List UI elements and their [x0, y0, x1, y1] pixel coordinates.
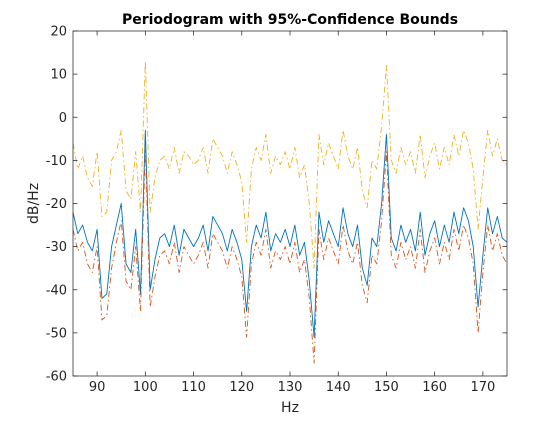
series-line-0	[73, 129, 507, 338]
x-tick-label: 170	[470, 380, 495, 395]
x-tick-label: 110	[181, 380, 206, 395]
y-tick-label: -10	[46, 154, 67, 169]
series-line-2	[73, 146, 507, 364]
y-tick-label: -60	[46, 370, 67, 385]
y-tick-label: -50	[46, 326, 67, 341]
x-axis-label: Hz	[281, 400, 299, 416]
x-tick-label: 160	[422, 380, 447, 395]
y-tick-label: 20	[50, 25, 67, 40]
y-tick-label: 0	[59, 111, 67, 126]
y-tick-label: 10	[50, 68, 67, 83]
axes-layer: 90 100 110 120 130 140 150 160 170-60-50-40-30-2…	[46, 25, 508, 395]
plot-area	[73, 31, 507, 376]
y-tick-label: -20	[46, 197, 67, 212]
x-tick-label: 140	[326, 380, 351, 395]
x-tick-label: 120	[229, 380, 254, 395]
x-tick-label: 150	[374, 380, 399, 395]
y-axis-label: dB/Hz	[26, 183, 42, 224]
x-tick-label: 130	[278, 380, 303, 395]
y-tick-label: -30	[46, 240, 67, 255]
series-group	[73, 60, 507, 364]
y-tick-label: -40	[46, 283, 67, 298]
x-tick-label: 90	[89, 380, 106, 395]
series-layer	[73, 60, 507, 364]
chart-title: Periodogram with 95%-Confidence Bounds	[122, 12, 458, 28]
x-tick-label: 100	[133, 380, 158, 395]
